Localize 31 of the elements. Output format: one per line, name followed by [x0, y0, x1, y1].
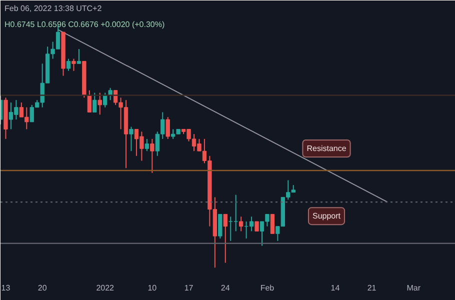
- candlestick: [76, 48, 82, 64]
- x-tick-label: 17: [184, 284, 194, 292]
- x-tick-label: 2022: [96, 284, 115, 292]
- candlestick: [66, 58, 71, 72]
- x-tick-label: 10: [148, 284, 158, 292]
- candlestick: [87, 90, 92, 113]
- candlestick: [254, 221, 259, 232]
- candlestick: [144, 138, 150, 152]
- candlestick: [218, 214, 222, 239]
- candlestick: [223, 214, 228, 264]
- x-tick-label: 20: [38, 284, 48, 292]
- x-tick-label: 24: [220, 284, 230, 292]
- annotation: H0.6745 L0.6596 C0.6676 +0.0020 (+0.30%): [4, 20, 165, 29]
- ref-line-label: Resistance: [306, 144, 347, 153]
- candlestick: [108, 87, 112, 101]
- candlestick: [98, 92, 102, 116]
- candlestick: [129, 126, 134, 152]
- text: Feb 06, 2022 13:38 UTC+2: [4, 4, 102, 13]
- x-tick-label: 21: [367, 284, 377, 292]
- x-tick-label: Mar: [406, 284, 421, 292]
- candlestick: [72, 58, 76, 72]
- candlestick: [103, 92, 108, 108]
- ref-line-label: Support: [312, 212, 342, 221]
- candlestick: [150, 138, 154, 174]
- candlestick: [166, 116, 170, 140]
- x-tick-label: Feb: [260, 284, 275, 292]
- x-tick-label: 14: [330, 284, 340, 292]
- candlestick: [270, 214, 275, 234]
- candlestick: [238, 216, 244, 232]
- x-tick-label: 13: [1, 284, 11, 292]
- candlestick: [92, 92, 97, 113]
